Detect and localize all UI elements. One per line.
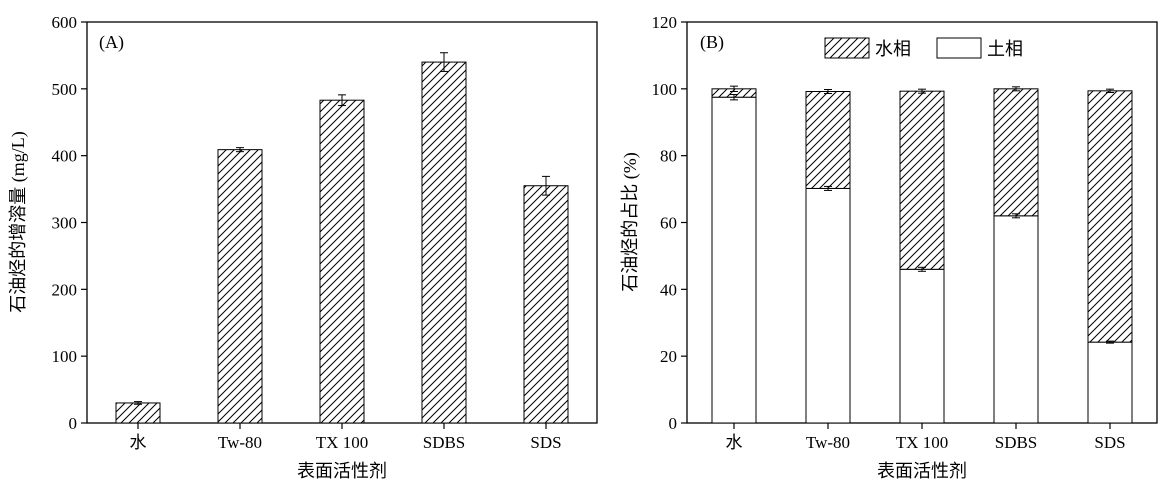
bar-item [115, 402, 161, 424]
bar-soil-phase-tw-80 [805, 187, 851, 424]
panel-b-x-tick-label: Tw-80 [806, 433, 850, 452]
panel-b-y-tick-label: 20 [660, 347, 677, 366]
panel-b-x-tick-label: SDBS [995, 433, 1038, 452]
bar-water-phase-sds [1087, 90, 1133, 343]
panel-a-label: (A) [99, 32, 124, 53]
bar-soil-phase-sds [1087, 341, 1133, 424]
bar-soil-phase-sdbs [993, 215, 1039, 424]
panel-b-y-axis-title: 石油烃的占比 (%) [620, 152, 641, 291]
bar-sdbs [421, 61, 467, 424]
bar-soil-phase-tx-100 [899, 268, 945, 424]
panel-b-y-tick-label: 120 [652, 13, 678, 32]
bar-tx-100 [319, 99, 365, 424]
panel-a-y-tick-label: 0 [69, 414, 78, 433]
panel-a-y-tick-label: 400 [52, 147, 78, 166]
panel-a-x-axis-title: 表面活性剂 [297, 461, 387, 481]
panel-b-label: (B) [700, 32, 724, 53]
panel-a-y-tick-label: 300 [52, 214, 78, 233]
panel-b-y-tick-label: 80 [660, 147, 677, 166]
panel-b-y-tick-label: 100 [652, 80, 678, 99]
panel-b: (B) 0 20 40 60 80 100 120 水 Tw-80 TX 100 SDBS SDS 水… [620, 13, 1158, 481]
panel-a-y-tick-label: 500 [52, 80, 78, 99]
panel-b-y-tick-label: 60 [660, 214, 677, 233]
panel-a-y-tick-label: 200 [52, 280, 78, 299]
bar-tw-80 [217, 149, 263, 424]
legend-label-soil-phase: 土相 [987, 39, 1023, 59]
panel-b-legend: 水相 土相 [824, 37, 1023, 59]
panel-a-bars [115, 52, 569, 424]
panel-b-y-tick-label: 40 [660, 280, 677, 299]
panel-a: (A) 0 100 200 300 400 500 600 水 Tw-80 TX 100 SDBS S… [8, 13, 598, 481]
bar-sds [523, 185, 569, 424]
panel-a-y-axis-title: 石油烃的增溶量 (mg/L) [8, 131, 29, 313]
panel-a-x-tick-label: SDS [530, 433, 561, 452]
panel-a-y-tick-label: 100 [52, 347, 78, 366]
panel-a-x-tick-label: TX 100 [316, 433, 368, 452]
panel-a-y-tick-label: 600 [52, 13, 78, 32]
panel-b-x-axis-title: 表面活性剂 [877, 461, 967, 481]
bar-water-phase-tw-80 [805, 91, 851, 189]
panel-b-y-tick-label: 0 [669, 414, 678, 433]
panel-b-axes: 0 20 40 60 80 100 120 水 Tw-80 TX 100 SDBS SDS [652, 13, 1126, 452]
panel-a-x-tick-label: Tw-80 [218, 433, 262, 452]
panel-b-x-tick-label: TX 100 [896, 433, 948, 452]
panel-b-bars [711, 85, 1133, 424]
panel-a-x-tick-label: 水 [130, 433, 147, 452]
bar-water-phase-tx-100 [899, 90, 945, 270]
panel-b-x-tick-label: SDS [1094, 433, 1125, 452]
legend-label-water-phase: 水相 [875, 39, 911, 59]
bar-water-phase-sdbs [993, 88, 1039, 217]
bar-soil-phase-item [711, 96, 757, 424]
panel-a-x-tick-label: SDBS [423, 433, 466, 452]
panel-a-axes: 0 100 200 300 400 500 600 水 Tw-80 TX 100 SDBS SDS [52, 13, 562, 452]
legend-swatch-water-phase [824, 37, 870, 59]
panel-b-x-tick-label: 水 [726, 433, 743, 452]
legend-swatch-soil-phase [936, 37, 982, 59]
